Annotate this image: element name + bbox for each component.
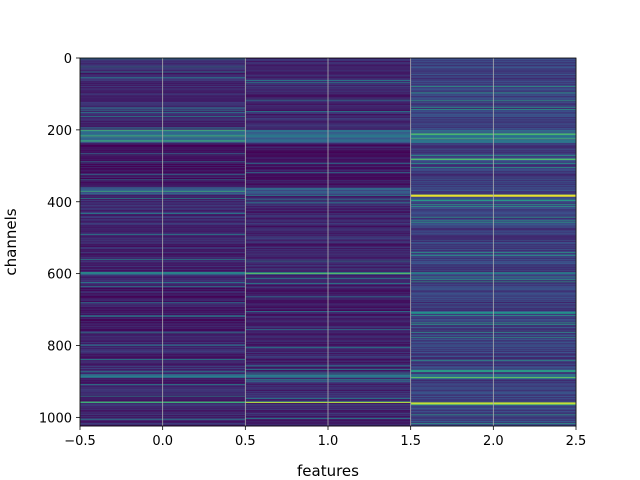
x-tick-label: 0.5 (235, 434, 256, 449)
y-tick-label: 0 (64, 52, 72, 67)
x-tick-label: 2.0 (483, 434, 504, 449)
y-tick-label: 400 (47, 196, 72, 211)
y-tick-label: 1000 (39, 411, 72, 426)
y-axis-ticks: 0 200 400 600 800 1000 (39, 52, 80, 426)
x-tick-label: 0.0 (152, 434, 173, 449)
y-axis-label: channels (2, 208, 20, 275)
x-tick-label: 2.5 (566, 434, 587, 449)
y-tick-label: 800 (47, 340, 72, 355)
x-tick-label: 1.0 (318, 434, 339, 449)
x-tick-label: 1.5 (400, 434, 421, 449)
y-tick-label: 600 (47, 268, 72, 283)
x-tick-label: −0.5 (64, 434, 96, 449)
x-axis-ticks: −0.5 0.0 0.5 1.0 1.5 2.0 2.5 (64, 426, 586, 449)
y-tick-label: 200 (47, 124, 72, 139)
x-axis-label: features (297, 462, 359, 480)
